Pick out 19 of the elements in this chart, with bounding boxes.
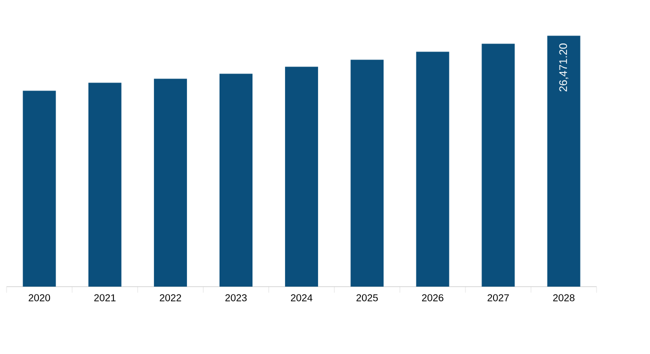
bar	[88, 82, 122, 287]
x-tick-label: 2023	[225, 294, 247, 302]
x-tick-label: 2024	[290, 294, 312, 302]
bar	[220, 74, 253, 287]
bar	[416, 52, 450, 287]
bar	[482, 44, 515, 287]
bar	[285, 66, 318, 287]
x-tick-label: 2027	[488, 294, 509, 302]
x-tick-label: 2028	[553, 294, 574, 302]
data-label: 26,471.20	[559, 43, 568, 92]
bar	[350, 60, 384, 287]
x-tick-label: 2021	[94, 294, 116, 302]
x-tick-label: 2025	[356, 294, 378, 302]
bar	[154, 78, 187, 287]
bar	[547, 36, 580, 287]
x-tick-label: 2020	[28, 294, 50, 302]
bar	[22, 90, 56, 287]
x-tick-label: 2026	[422, 294, 444, 302]
x-tick-label: 2022	[160, 294, 182, 302]
